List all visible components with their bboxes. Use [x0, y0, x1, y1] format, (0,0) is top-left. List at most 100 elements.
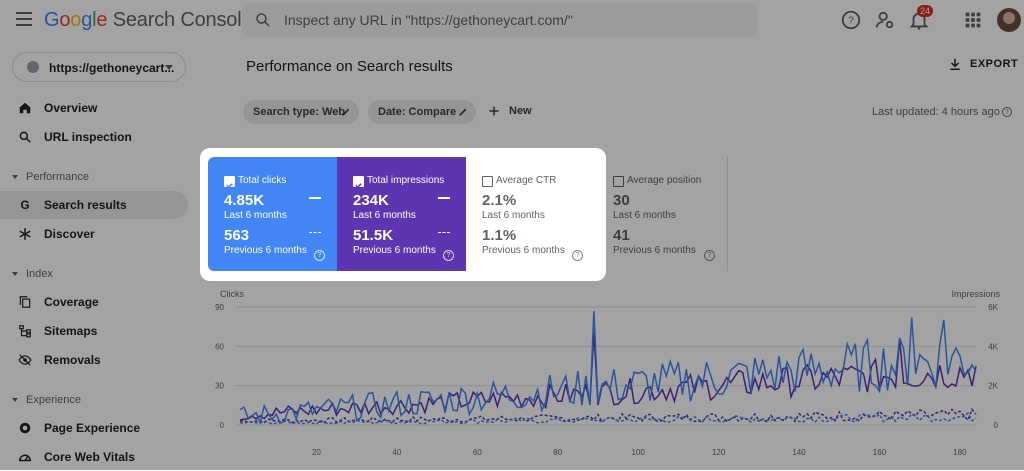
svg-text:?: ?: [848, 16, 854, 27]
sidebar-item-core-web-vitals[interactable]: Core Web Vitals: [0, 443, 188, 471]
metric-title: Total impressions: [367, 175, 445, 186]
y-tick-left: 0: [220, 421, 225, 430]
help-icon[interactable]: ?: [572, 250, 583, 261]
section-title: Experience: [26, 394, 82, 406]
sidebar-item-label: Search results: [44, 198, 127, 212]
new-filter-button[interactable]: New: [509, 105, 532, 117]
x-tick: 180: [953, 448, 967, 457]
edit-icon: [459, 108, 467, 116]
metric-value: 30: [613, 192, 630, 209]
checkbox-checked-icon: [224, 176, 235, 189]
section-title: Performance: [26, 171, 89, 183]
series-line-clicks: [239, 311, 977, 426]
metric-value-previous: 1.1%: [482, 227, 517, 244]
help-icon[interactable]: ?: [1001, 106, 1013, 118]
property-name: https://gethoneycart...: [49, 61, 175, 75]
menu-icon[interactable]: [16, 12, 32, 26]
manage-users-icon[interactable]: [874, 9, 896, 31]
edit-icon: [342, 108, 350, 116]
metric-title: Average position: [627, 175, 702, 186]
metric-card-total-clicks[interactable]: Total clicks 4.85K Last 6 months 563 Pre…: [208, 157, 337, 271]
solid-line-legend-icon: [309, 197, 321, 199]
x-tick: 40: [392, 448, 401, 457]
metric-period-previous: Previous 6 months: [482, 245, 565, 256]
checkbox-checked-icon: [353, 176, 364, 189]
checkbox-icon: [482, 176, 493, 187]
metric-card-total-impressions[interactable]: Total impressions 234K Last 6 months 51.…: [337, 157, 466, 271]
section-title: Index: [26, 268, 53, 280]
last-updated-text: Last updated: 4 hours ago: [872, 106, 1000, 118]
sidebar-item-label: Sitemaps: [44, 324, 98, 338]
help-icon[interactable]: ?: [704, 250, 715, 261]
sidebar-section-experience[interactable]: Experience: [12, 394, 81, 406]
y-tick-right: 4K: [988, 342, 998, 351]
sidebar-item-label: Overview: [44, 101, 98, 115]
plus-icon[interactable]: [488, 105, 500, 117]
x-tick: 120: [712, 448, 726, 457]
search-input[interactable]: Inspect any URL in "https://gethoneycart…: [284, 12, 573, 28]
sidebar-item-label: Core Web Vitals: [44, 450, 135, 464]
x-tick: 20: [312, 448, 321, 457]
search-icon: [256, 13, 270, 27]
property-selector[interactable]: https://gethoneycart...: [12, 52, 186, 82]
y-tick-left: 60: [215, 342, 224, 351]
metric-card-average-position[interactable]: Average position 30 Last 6 months 41 Pre…: [596, 157, 728, 271]
url-inspect-search[interactable]: Inspect any URL in "https://gethoneycart…: [242, 3, 758, 37]
sidebar-item-discover[interactable]: Discover: [0, 220, 188, 248]
download-icon[interactable]: [948, 57, 962, 71]
chevron-down-icon: [12, 175, 18, 180]
x-tick: 80: [553, 448, 562, 457]
metric-period-previous: Previous 6 months: [224, 245, 307, 256]
dashed-line-legend-icon: [309, 232, 321, 233]
sidebar-item-sitemaps[interactable]: Sitemaps: [0, 317, 188, 345]
asterisk-icon: [19, 228, 31, 240]
help-icon[interactable]: ?: [314, 250, 325, 261]
chevron-down-icon: [165, 65, 173, 70]
filter-chip-search-type[interactable]: Search type: Web: [243, 100, 359, 124]
sidebar-item-label: Page Experience: [44, 421, 141, 435]
page-title: Performance on Search results: [246, 58, 453, 75]
y-tick-right: 2K: [988, 382, 998, 391]
metric-value-previous: 563: [224, 227, 250, 244]
sidebar-item-label: URL inspection: [44, 130, 132, 144]
dashed-line-legend-icon: [438, 232, 450, 233]
performance-chart[interactable]: 90 6K 60 4K 30 2K 0 0 20 40 60 80 100 120 140 160 180 Cl…: [200, 285, 1024, 470]
svg-text:G: G: [20, 199, 29, 212]
sidebar-item-url-inspection[interactable]: URL inspection: [0, 123, 188, 151]
speed-icon: [19, 454, 31, 462]
help-icon[interactable]: ?: [443, 250, 454, 261]
logo-text: Google Search Console: [44, 9, 253, 31]
series-line-clicks-previous: [239, 411, 977, 426]
search-icon: [19, 131, 31, 143]
sidebar: [0, 40, 200, 470]
export-button[interactable]: EXPORT: [970, 58, 1019, 70]
sidebar-section-index[interactable]: Index: [12, 268, 53, 280]
sidebar-item-label: Discover: [44, 227, 95, 241]
app-logo[interactable]: Google Search Console: [44, 9, 253, 32]
sidebar-section-performance[interactable]: Performance: [12, 171, 89, 183]
sitemap-icon: [19, 325, 31, 338]
google-g-icon: G: [20, 199, 29, 212]
help-icon[interactable]: ?: [840, 9, 862, 31]
sidebar-item-search-results[interactable]: G Search results: [0, 191, 188, 219]
sidebar-item-page-experience[interactable]: Page Experience: [0, 414, 188, 442]
home-icon: [19, 102, 31, 114]
sidebar-item-coverage[interactable]: Coverage: [0, 288, 188, 316]
chevron-down-icon: [12, 398, 18, 403]
svg-text:?: ?: [1005, 110, 1009, 116]
sidebar-item-removals[interactable]: Removals: [0, 346, 188, 374]
user-avatar[interactable]: [997, 8, 1021, 32]
y-axis-label-left: Clicks: [220, 289, 244, 299]
metric-value-previous: 51.5K: [353, 227, 394, 244]
y-tick-right: 0: [994, 421, 999, 430]
sidebar-item-overview[interactable]: Overview: [0, 94, 188, 122]
globe-icon: [27, 61, 39, 73]
metric-value: 2.1%: [482, 192, 517, 209]
apps-grid-icon[interactable]: [962, 9, 984, 31]
chip-label: Date: Compare: [378, 106, 457, 118]
page-experience-icon: [19, 422, 31, 434]
filter-chip-date[interactable]: Date: Compare: [368, 100, 476, 124]
metric-period-previous: Previous 6 months: [613, 245, 696, 256]
y-axis-label-right: Impressions: [951, 289, 1000, 299]
metric-card-average-ctr[interactable]: Average CTR 2.1% Last 6 months 1.1% Prev…: [466, 157, 595, 271]
